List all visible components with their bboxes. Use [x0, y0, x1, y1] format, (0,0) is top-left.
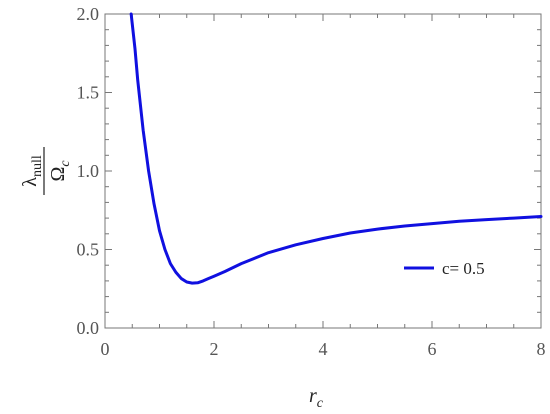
legend: c= 0.5 [404, 259, 485, 278]
tick-labels: 0 2 4 6 8 0.0 0.5 1.0 1.5 2.0 [77, 4, 546, 359]
x-tick-label-2: 4 [319, 339, 328, 359]
y-tick-label-4: 2.0 [77, 4, 100, 24]
ticks [104, 13, 542, 329]
x-tick-label-1: 2 [210, 339, 219, 359]
series-line-0 [129, 12, 543, 285]
y-tick-label-0: 0.0 [77, 318, 100, 338]
x-axis-label: rc [309, 385, 324, 411]
legend-label: c= 0.5 [442, 259, 485, 278]
x-tick-label-3: 6 [428, 339, 437, 359]
y-axis-label-num-sub: null [30, 155, 45, 177]
y-axis-label-denominator: Ωc [47, 160, 73, 182]
x-tick-label-0: 0 [101, 339, 110, 359]
y-axis-label-num-main: λ [19, 177, 41, 187]
plot-frame [104, 13, 542, 329]
y-tick-label-2: 1.0 [77, 161, 100, 181]
y-axis-label-den-sub: c [58, 160, 73, 167]
y-axis-label-numerator: λnull [19, 155, 45, 187]
x-axis-label-main: r [309, 385, 317, 407]
y-axis-label-den-main: Ω [47, 167, 69, 182]
x-axis-label-sub: c [317, 396, 324, 411]
x-tick-label-4: 8 [537, 339, 546, 359]
y-tick-label-1: 0.5 [77, 240, 100, 260]
series-layer [129, 12, 543, 285]
y-tick-label-3: 1.5 [77, 83, 100, 103]
y-axis-label: λnull Ωc [19, 147, 73, 195]
